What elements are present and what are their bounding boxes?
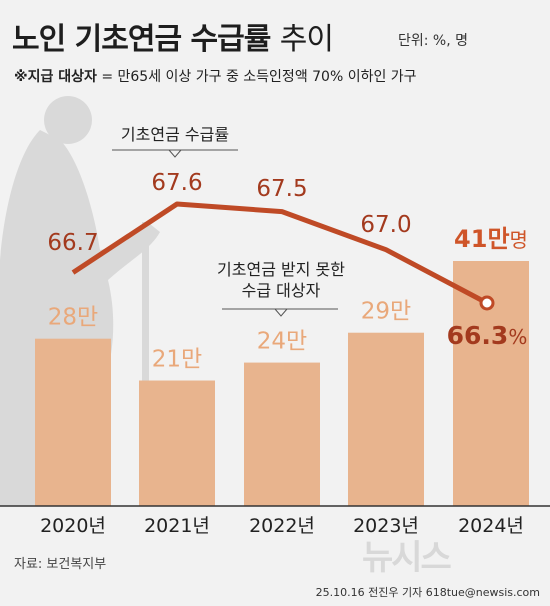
x-tick-label: 2024년 — [458, 515, 524, 537]
line-unit-label: % — [508, 325, 527, 349]
bar-annotation-pointer — [274, 308, 288, 317]
bar-2022년 — [244, 362, 320, 506]
x-tick-label: 2023년 — [353, 515, 419, 537]
line-label: 67.6 — [151, 170, 202, 196]
bar-series — [35, 261, 529, 506]
bar-labels: 28만 21만 24만 29만 41만명 — [48, 225, 528, 373]
bar-2021년 — [139, 380, 215, 506]
bar-unit-label: 명 — [510, 228, 528, 252]
bar-2020년 — [35, 338, 111, 506]
x-tick-label: 2020년 — [40, 515, 106, 537]
line-label: 66.3% — [447, 321, 528, 350]
bar-2023년 — [348, 332, 424, 506]
line-annotation: 기초연금 수급률 — [121, 125, 229, 144]
bar-label: 28만 — [48, 305, 98, 331]
x-tick-label: 2021년 — [144, 515, 210, 537]
line-point — [479, 295, 495, 311]
line-points — [72, 203, 495, 311]
source-label: 자료: 보건복지부 — [14, 557, 107, 572]
line-labels: 66.7 67.6 67.5 67.0 66.3% — [47, 170, 527, 350]
credit-label: 25.10.16 전진우 기자 618tue@newsis.com — [315, 586, 540, 599]
bar-label: 24만 — [257, 329, 307, 355]
x-tick-label: 2022년 — [249, 515, 315, 537]
bar-label: 41만명 — [454, 225, 528, 253]
line-label: 66.7 — [47, 230, 98, 256]
line-label: 67.0 — [360, 212, 411, 238]
x-tick-labels: 2020년 2021년 2022년 2023년 2024년 — [40, 515, 524, 537]
bar-label: 21만 — [152, 347, 202, 373]
line-annotation-pointer — [168, 149, 182, 158]
watermark: 뉴시스 — [362, 538, 452, 578]
bar-label: 29만 — [361, 299, 411, 325]
bar-annotation-line2: 수급 대상자 — [242, 281, 321, 300]
line-label: 67.5 — [256, 176, 307, 202]
subtitle: ※지급 대상자 = 만65세 이상 가구 중 소득인정액 70% 이하인 가구 — [14, 69, 417, 85]
bar-annotation-line1: 기초연금 받지 못한 — [217, 260, 345, 279]
unit-label: 단위: %, 명 — [398, 33, 469, 49]
page-title: 노인 기초연금 수급률 추이 — [12, 22, 334, 57]
